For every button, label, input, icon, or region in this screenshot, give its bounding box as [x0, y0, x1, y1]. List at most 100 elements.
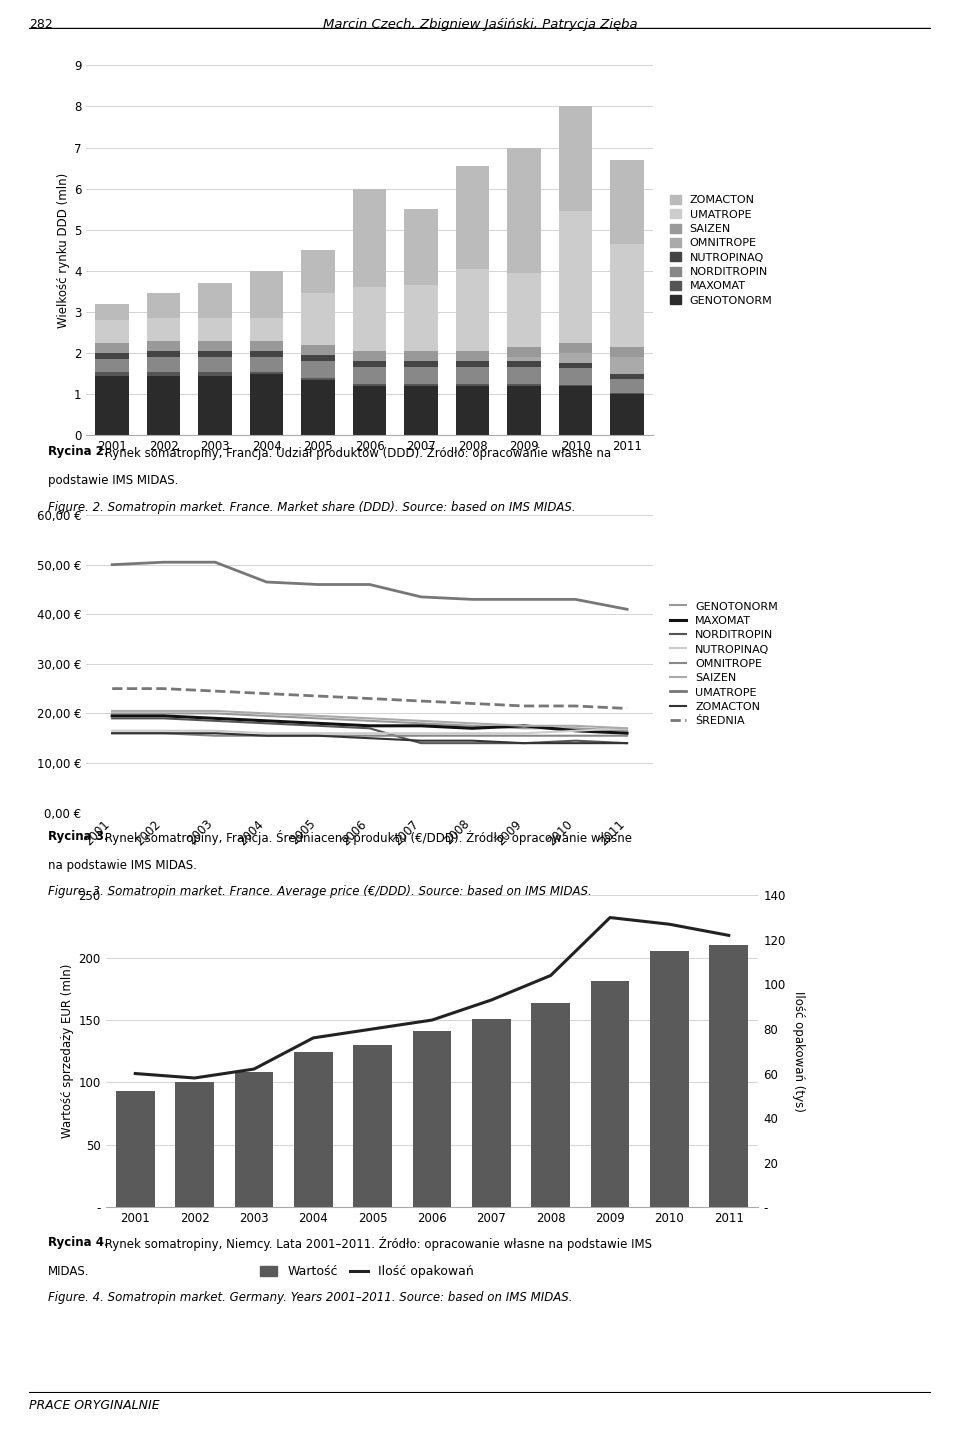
- UMATROPE: [467, 591, 478, 608]
- GENOTONORM: [209, 705, 221, 723]
- MAXOMAT: [570, 723, 582, 740]
- ZOMACTON: [570, 734, 582, 752]
- Y-axis label: Wartość sprzedaży EUR (mln): Wartość sprzedaży EUR (mln): [61, 963, 74, 1139]
- NORDITROPIN: [209, 712, 221, 730]
- Bar: [507, 386, 540, 435]
- Line: Ilość opakowań: Ilość opakowań: [135, 917, 729, 1078]
- UMATROPE: [416, 588, 427, 605]
- Bar: [404, 351, 438, 361]
- Bar: [413, 1032, 451, 1207]
- ZOMACTON: [261, 727, 273, 744]
- OMNITROPE: [621, 727, 633, 744]
- Bar: [611, 395, 644, 435]
- ZOMACTON: [209, 724, 221, 741]
- Bar: [507, 367, 540, 385]
- Bar: [147, 376, 180, 435]
- NUTROPINAQ: [107, 723, 118, 740]
- Line: ZOMACTON: ZOMACTON: [112, 733, 627, 743]
- Bar: [456, 361, 490, 367]
- OMNITROPE: [157, 724, 169, 741]
- NUTROPINAQ: [209, 723, 221, 740]
- Bar: [353, 189, 386, 287]
- SAIZEN: [312, 707, 324, 724]
- SREDNIA: [621, 699, 633, 717]
- Bar: [507, 273, 540, 347]
- Bar: [199, 376, 232, 435]
- Line: SAIZEN: SAIZEN: [112, 711, 627, 728]
- OMNITROPE: [261, 727, 273, 744]
- Bar: [147, 341, 180, 351]
- UMATROPE: [261, 573, 273, 591]
- Bar: [611, 244, 644, 347]
- Bar: [95, 371, 129, 376]
- Bar: [301, 345, 335, 355]
- Line: NORDITROPIN: NORDITROPIN: [112, 718, 627, 743]
- Ilość opakowań: [189, 1069, 201, 1087]
- Bar: [404, 367, 438, 385]
- Ilość opakowań: [604, 908, 615, 926]
- Ilość opakowań: [249, 1061, 260, 1078]
- Bar: [559, 353, 592, 363]
- Bar: [95, 303, 129, 321]
- Bar: [199, 371, 232, 376]
- Bar: [559, 386, 592, 435]
- Bar: [199, 341, 232, 351]
- MAXOMAT: [621, 724, 633, 741]
- NORDITROPIN: [621, 734, 633, 752]
- Bar: [95, 353, 129, 360]
- MAXOMAT: [518, 717, 530, 734]
- SREDNIA: [107, 681, 118, 698]
- MAXOMAT: [467, 720, 478, 737]
- Bar: [353, 361, 386, 367]
- MAXOMAT: [157, 707, 169, 724]
- GENOTONORM: [416, 714, 427, 731]
- Bar: [507, 361, 540, 367]
- Line: MAXOMAT: MAXOMAT: [112, 715, 627, 733]
- Bar: [294, 1052, 332, 1207]
- Bar: [559, 342, 592, 353]
- Text: Rynek somatropiny, Niemcy. Lata 2001–2011. Źródło: opracowanie własne na podstaw: Rynek somatropiny, Niemcy. Lata 2001–201…: [101, 1236, 652, 1251]
- Line: SREDNIA: SREDNIA: [112, 689, 627, 708]
- Bar: [353, 351, 386, 361]
- Text: Rynek somatropiny, Francja. Średniacena produktu (€/DDD). Źródło: opracowanie wł: Rynek somatropiny, Francja. Średniacena …: [101, 830, 632, 844]
- NUTROPINAQ: [416, 724, 427, 741]
- Bar: [250, 271, 283, 318]
- MAXOMAT: [209, 710, 221, 727]
- Bar: [559, 369, 592, 385]
- Bar: [507, 347, 540, 357]
- Bar: [650, 952, 688, 1207]
- Ilość opakowań: [663, 916, 675, 933]
- Bar: [404, 386, 438, 435]
- Bar: [147, 357, 180, 371]
- Bar: [353, 1045, 392, 1207]
- Bar: [199, 351, 232, 357]
- UMATROPE: [107, 556, 118, 573]
- Bar: [611, 374, 644, 379]
- Bar: [95, 321, 129, 342]
- OMNITROPE: [312, 727, 324, 744]
- Text: Marcin Czech, Zbigniew Jaśiński, Patrycja Zięba: Marcin Czech, Zbigniew Jaśiński, Patrycj…: [323, 19, 637, 30]
- Bar: [147, 293, 180, 318]
- Text: PRACE ORYGINALNIE: PRACE ORYGINALNIE: [29, 1399, 159, 1412]
- NUTROPINAQ: [621, 720, 633, 737]
- Line: NUTROPINAQ: NUTROPINAQ: [112, 728, 627, 733]
- OMNITROPE: [364, 727, 375, 744]
- GENOTONORM: [364, 712, 375, 730]
- SAIZEN: [467, 714, 478, 731]
- Ilość opakowań: [130, 1065, 141, 1082]
- Bar: [353, 367, 386, 385]
- SREDNIA: [209, 682, 221, 699]
- SREDNIA: [570, 698, 582, 715]
- SAIZEN: [570, 717, 582, 734]
- Ilość opakowań: [486, 991, 497, 1008]
- Bar: [456, 268, 490, 351]
- GENOTONORM: [621, 723, 633, 740]
- Bar: [590, 981, 630, 1207]
- Bar: [404, 385, 438, 386]
- Text: Figure. 2. Somatropin market. France. Market share (DDD). Source: based on IMS M: Figure. 2. Somatropin market. France. Ma…: [48, 501, 576, 514]
- Ilość opakowań: [367, 1020, 378, 1037]
- Text: 282: 282: [29, 19, 53, 30]
- NUTROPINAQ: [157, 723, 169, 740]
- SAIZEN: [518, 717, 530, 734]
- Bar: [301, 293, 335, 345]
